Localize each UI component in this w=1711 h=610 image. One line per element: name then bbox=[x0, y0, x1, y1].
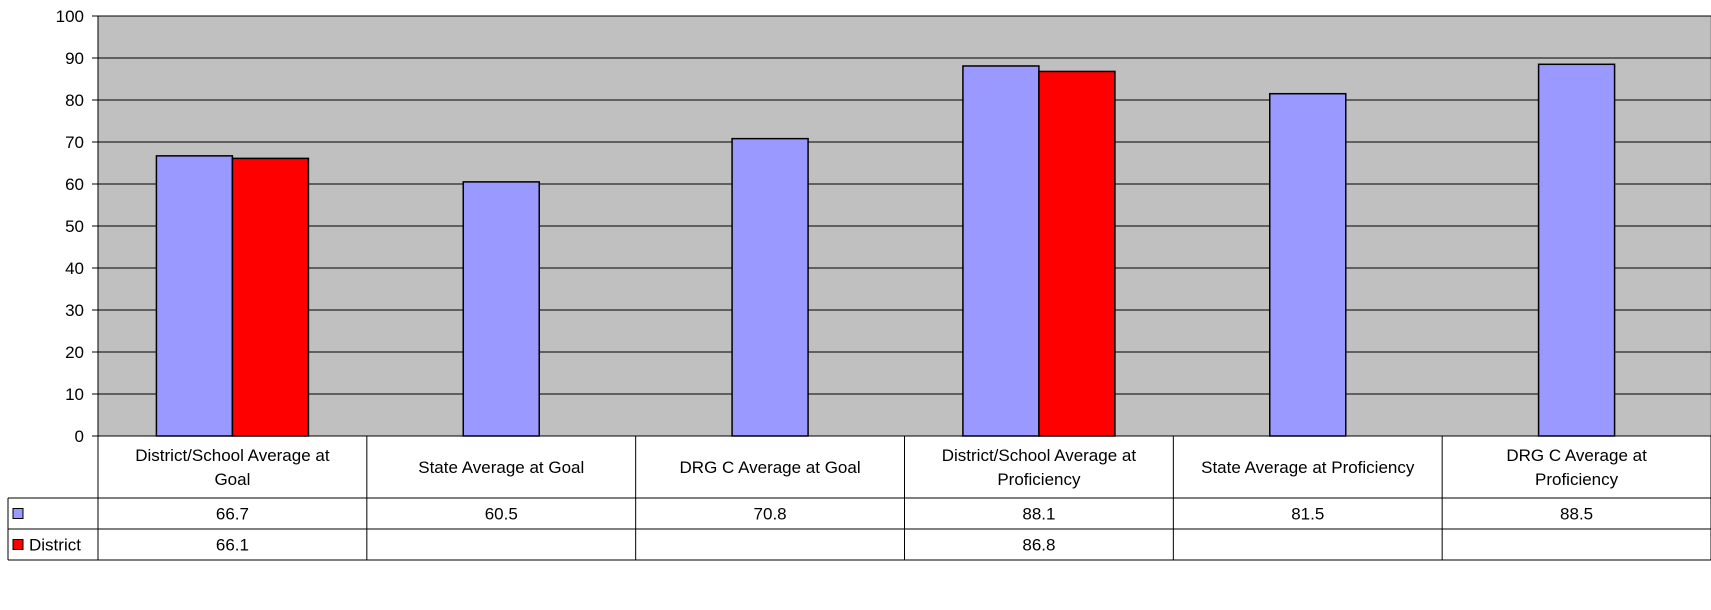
y-tick-label: 100 bbox=[56, 7, 84, 26]
data-label: 66.1 bbox=[216, 536, 249, 555]
bar-district bbox=[231, 157, 310, 437]
category-label: Goal bbox=[214, 470, 250, 489]
category-label: DRG C Average at bbox=[1506, 446, 1647, 465]
data-label: 60.5 bbox=[485, 505, 518, 524]
bars bbox=[155, 63, 1616, 437]
y-tick-label: 80 bbox=[65, 91, 84, 110]
category-label: District/School Average at bbox=[942, 446, 1137, 465]
gridlines bbox=[98, 15, 1711, 395]
data-label: 66.7 bbox=[216, 505, 249, 524]
y-tick-label: 0 bbox=[75, 427, 84, 446]
bar-series-1 bbox=[1537, 63, 1616, 437]
data-label: 86.8 bbox=[1022, 536, 1055, 555]
y-tick-label: 20 bbox=[65, 343, 84, 362]
category-label: District/School Average at bbox=[135, 446, 330, 465]
legend-label: District bbox=[29, 536, 81, 555]
category-label: State Average at Proficiency bbox=[1201, 458, 1415, 477]
y-tick-label: 60 bbox=[65, 175, 84, 194]
category-label: Proficiency bbox=[997, 470, 1081, 489]
bar-series-1 bbox=[155, 155, 234, 437]
bar-series-1 bbox=[462, 181, 540, 437]
legend-key bbox=[12, 539, 24, 550]
data-label: 88.1 bbox=[1022, 505, 1055, 524]
y-tick-label: 50 bbox=[65, 217, 84, 236]
data-label: 70.8 bbox=[754, 505, 787, 524]
bar-series-1 bbox=[962, 65, 1040, 437]
data-label: 88.5 bbox=[1560, 505, 1593, 524]
y-axis: 0 10 20 30 40 50 60 70 80 90 100 bbox=[56, 7, 1711, 446]
y-tick-label: 70 bbox=[65, 133, 84, 152]
y-tick-label: 30 bbox=[65, 301, 84, 320]
bar-district bbox=[1038, 70, 1116, 437]
category-label: Proficiency bbox=[1535, 470, 1619, 489]
data-table: District/School Average at Goal State Aver… bbox=[7, 436, 1711, 561]
y-tick-label: 90 bbox=[65, 49, 84, 68]
bar-series-1 bbox=[731, 137, 809, 437]
bar-series-1 bbox=[1269, 92, 1347, 437]
y-tick-label: 10 bbox=[65, 385, 84, 404]
category-label: State Average at Goal bbox=[418, 458, 584, 477]
category-label: DRG C Average at Goal bbox=[680, 458, 861, 477]
data-label: 81.5 bbox=[1291, 505, 1324, 524]
legend-key bbox=[12, 508, 24, 519]
y-tick-label: 40 bbox=[65, 259, 84, 278]
